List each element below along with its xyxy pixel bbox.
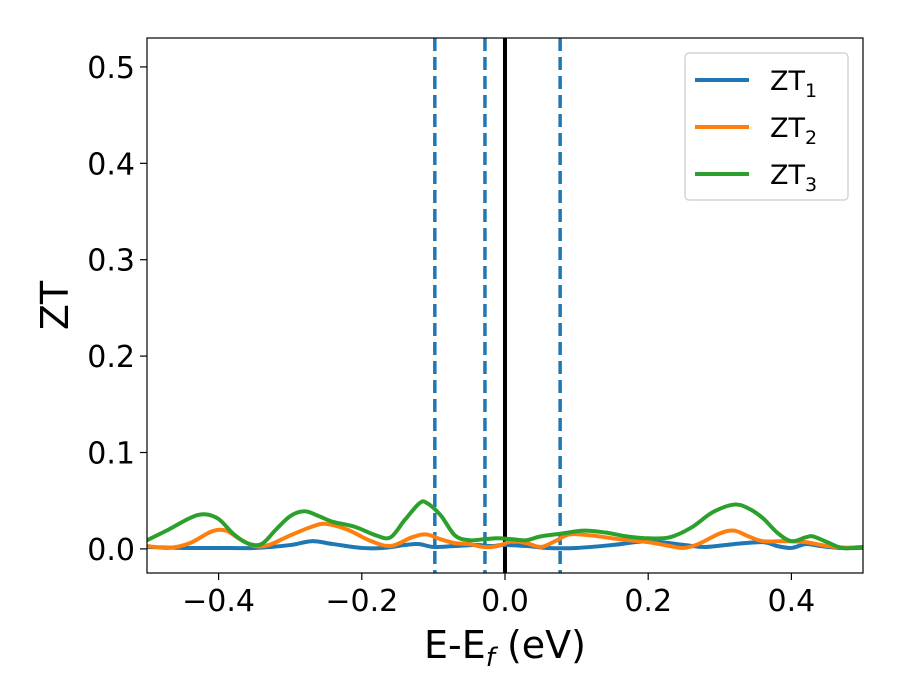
series-lines [147,499,863,551]
legend-label-zt1: ZT1 [770,66,817,102]
x-axis-label: E-Ef (eV) [424,623,586,673]
x-axis-ticks: −0.4 −0.2 0.0 0.2 0.4 [182,573,815,619]
legend-label-zt3: ZT3 [770,160,817,196]
y-tick-label: 0.0 [87,533,135,568]
y-axis-label: ZT [33,280,77,330]
y-tick-label: 0.4 [87,147,135,182]
x-tick-label: −0.2 [325,584,398,619]
x-axis-label-unit: (eV) [495,623,586,667]
legend-box [684,52,849,201]
y-tick-label: 0.2 [87,340,135,375]
series-line-zt2 [147,521,863,551]
y-tick-label: 0.3 [87,244,135,279]
legend: ZT1 ZT2 ZT3 [684,52,849,201]
x-tick-label: −0.4 [182,584,255,619]
y-axis-ticks: 0.0 0.1 0.2 0.3 0.4 0.5 [87,51,147,568]
x-tick-label: 0.0 [481,584,529,619]
y-tick-label: 0.1 [87,437,135,472]
y-tick-label: 0.5 [87,51,135,86]
legend-label-zt2: ZT2 [770,113,817,149]
x-tick-label: 0.2 [624,584,672,619]
series-line-zt3 [147,499,863,551]
x-tick-label: 0.4 [768,584,816,619]
vertical-lines [433,38,562,573]
x-axis-label-main: E-E [424,623,486,667]
